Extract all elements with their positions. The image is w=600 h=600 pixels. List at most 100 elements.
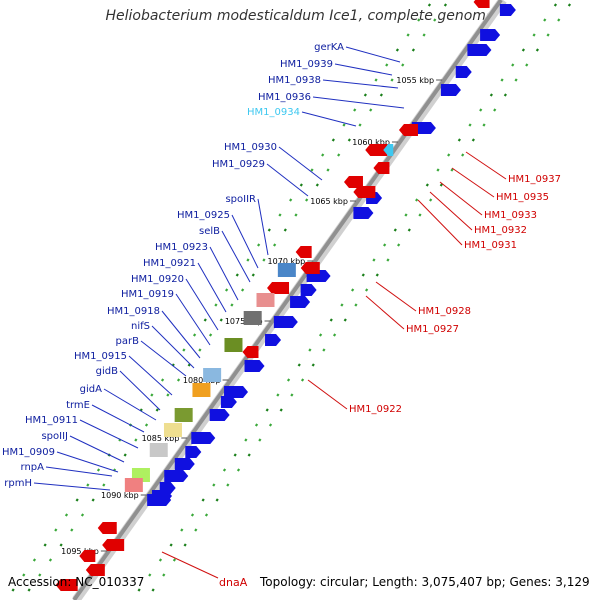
gene-label-HM1_0931[interactable]: HM1_0931 [464, 240, 517, 251]
gc-dot [318, 333, 323, 337]
reverse-gene-arrow[interactable] [242, 346, 259, 358]
gc-dot [137, 588, 141, 592]
rna-block[interactable] [149, 443, 168, 457]
gene-label-HM1_0939[interactable]: HM1_0939 [280, 59, 333, 70]
forward-gene-arrow[interactable] [147, 494, 172, 506]
gene-label-HM1_0919[interactable]: HM1_0919 [121, 289, 174, 300]
forward-gene-arrow[interactable] [467, 44, 492, 56]
gene-label-HM1_0918[interactable]: HM1_0918 [107, 306, 160, 317]
gc-dot [241, 288, 245, 292]
gc-dot [148, 573, 152, 577]
forward-gene-arrow[interactable] [164, 470, 189, 482]
forward-gene-arrow[interactable] [440, 84, 461, 96]
gene-label-gerKA[interactable]: gerKA [314, 42, 344, 53]
reverse-gene-arrow[interactable] [85, 564, 105, 576]
reverse-gene-arrow[interactable] [365, 144, 388, 156]
gc-dot [299, 183, 303, 187]
forward-gene-arrow[interactable] [353, 207, 374, 219]
gene-label-HM1_0937[interactable]: HM1_0937 [508, 174, 561, 185]
reverse-gene-arrow[interactable] [300, 262, 320, 274]
forward-gene-arrow[interactable] [265, 334, 282, 346]
gene-label-dnaA[interactable]: dnaA [219, 576, 248, 589]
gc-dot [54, 528, 58, 532]
forward-gene-arrow[interactable] [224, 386, 249, 398]
forward-gene-arrow[interactable] [499, 4, 516, 16]
gene-label-HM1_0934[interactable]: HM1_0934 [247, 107, 300, 118]
gene-label-HM1_0911[interactable]: HM1_0911 [25, 415, 78, 426]
label-leader [103, 388, 157, 421]
gene-label-spoIIJ[interactable]: spoIIJ [41, 431, 68, 442]
rna-block[interactable] [203, 368, 222, 382]
gc-dot [233, 453, 237, 457]
gc-dot [183, 543, 187, 547]
gene-label-HM1_0932[interactable]: HM1_0932 [474, 225, 527, 236]
gc-dot [374, 78, 378, 82]
gene-label-HM1_0936[interactable]: HM1_0936 [258, 92, 311, 103]
gc-dot [172, 558, 177, 562]
gc-dot [254, 423, 259, 427]
forward-gene-arrow[interactable] [273, 316, 298, 328]
label-leader [119, 370, 161, 411]
gene-label-HM1_0938[interactable]: HM1_0938 [268, 75, 321, 86]
reverse-gene-arrow[interactable] [343, 176, 363, 188]
rna-block[interactable] [277, 263, 296, 277]
gene-label-HM1_0927[interactable]: HM1_0927 [406, 324, 459, 335]
gene-label-HM1_0922[interactable]: HM1_0922 [349, 404, 402, 415]
forward-gene-arrow[interactable] [185, 446, 202, 458]
rna-block[interactable] [124, 478, 143, 492]
rna-block[interactable] [192, 383, 211, 397]
gene-label-HM1_0930[interactable]: HM1_0930 [224, 142, 277, 153]
gene-label-HM1_0909[interactable]: HM1_0909 [2, 447, 55, 458]
highlight-gene-arrow[interactable] [383, 144, 394, 156]
reverse-gene-arrow[interactable] [97, 522, 117, 534]
gene-label-nifS[interactable]: nifS [131, 321, 150, 332]
forward-gene-arrow[interactable] [300, 284, 317, 296]
reverse-gene-arrow[interactable] [473, 0, 490, 8]
gene-label-selB[interactable]: selB [199, 226, 220, 237]
rna-block[interactable] [243, 311, 262, 325]
reverse-gene-arrow[interactable] [295, 246, 312, 258]
gene-label-rnpA[interactable]: rnpA [21, 462, 45, 473]
gene-label-HM1_0920[interactable]: HM1_0920 [131, 274, 184, 285]
forward-gene-arrow[interactable] [174, 458, 195, 470]
reverse-gene-arrow[interactable] [267, 282, 290, 294]
gene-label-parB[interactable]: parB [116, 336, 140, 347]
reverse-gene-arrow[interactable] [398, 124, 418, 136]
forward-gene-arrow[interactable] [455, 66, 472, 78]
reverse-gene-arrow[interactable] [353, 186, 376, 198]
rna-block[interactable] [256, 293, 275, 307]
gene-label-HM1_0915[interactable]: HM1_0915 [74, 351, 127, 362]
reverse-gene-arrow[interactable] [102, 539, 125, 551]
label-leader [375, 281, 417, 312]
gene-label-HM1_0935[interactable]: HM1_0935 [496, 192, 549, 203]
gc-dot [311, 363, 315, 367]
gc-dot [401, 63, 405, 67]
gene-label-gidA[interactable]: gidA [80, 384, 102, 395]
gc-dot [343, 318, 347, 322]
reverse-gene-arrow[interactable] [55, 579, 78, 591]
gene-label-trmE[interactable]: trmE [66, 400, 90, 411]
rna-block[interactable] [163, 423, 182, 437]
gene-label-HM1_0921[interactable]: HM1_0921 [143, 258, 196, 269]
forward-gene-arrow[interactable] [191, 432, 216, 444]
gene-label-gidB[interactable]: gidB [96, 366, 118, 377]
forward-gene-arrow[interactable] [209, 409, 230, 421]
gene-label-rpmH[interactable]: rpmH [4, 478, 32, 489]
forward-gene-arrow[interactable] [480, 29, 501, 41]
forward-gene-arrow[interactable] [290, 296, 311, 308]
forward-gene-arrow[interactable] [220, 396, 237, 408]
gene-label-HM1_0929[interactable]: HM1_0929 [212, 159, 265, 170]
label-leader [151, 325, 195, 369]
gc-dot [337, 153, 341, 157]
rna-block[interactable] [224, 338, 243, 352]
gene-label-HM1_0933[interactable]: HM1_0933 [484, 210, 537, 221]
gene-label-HM1_0923[interactable]: HM1_0923 [155, 242, 208, 253]
reverse-gene-arrow[interactable] [79, 550, 96, 562]
forward-gene-arrow[interactable] [244, 360, 265, 372]
gene-label-spoIIR[interactable]: spoIIR [225, 194, 256, 205]
gene-label-HM1_0925[interactable]: HM1_0925 [177, 210, 230, 221]
rna-block[interactable] [174, 408, 193, 422]
gene-label-HM1_0928[interactable]: HM1_0928 [418, 306, 471, 317]
reverse-gene-arrow[interactable] [373, 162, 390, 174]
gc-dot [514, 78, 518, 82]
